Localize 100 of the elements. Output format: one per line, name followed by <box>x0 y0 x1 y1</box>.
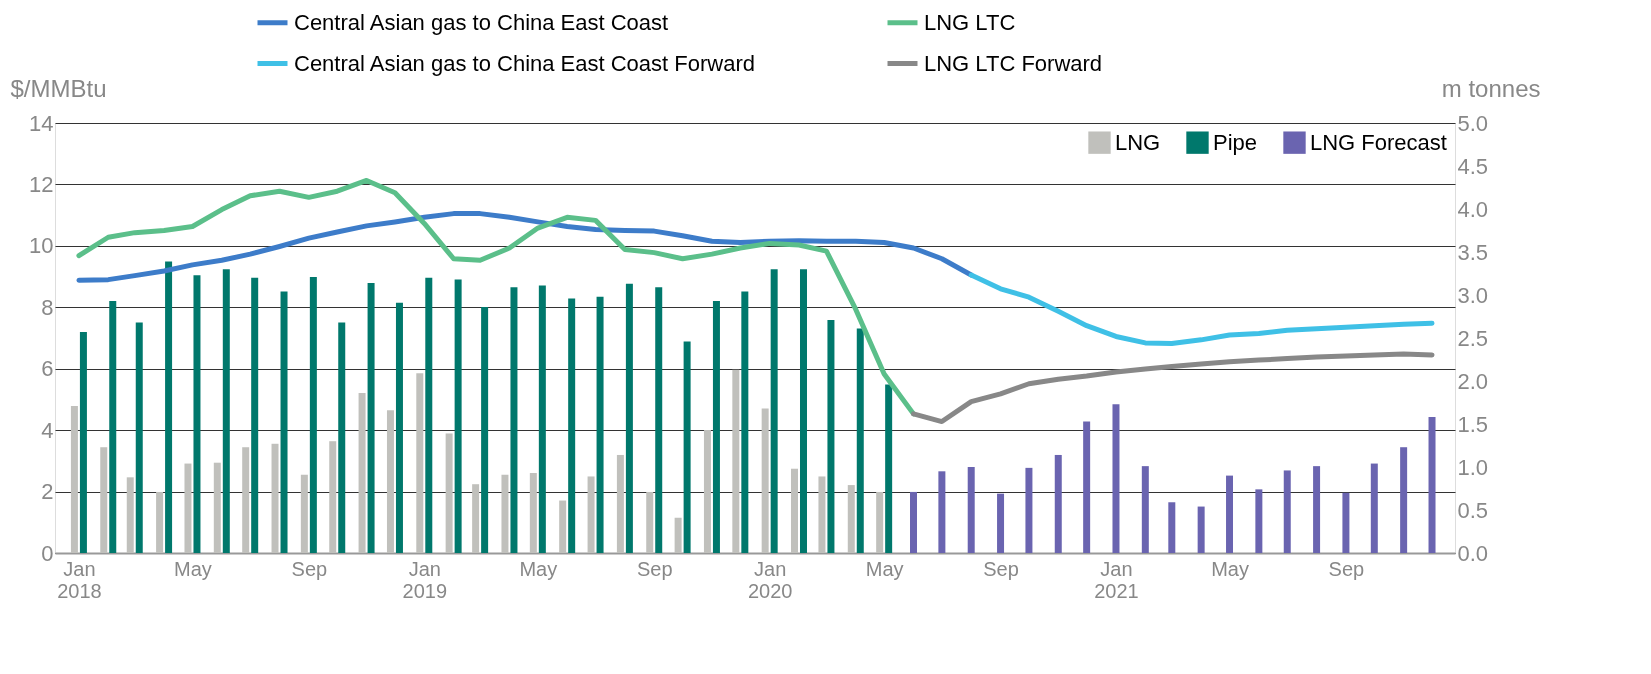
bar <box>472 484 480 553</box>
y-tick-label: 10 <box>29 233 54 259</box>
y-tick-label: 0 <box>41 540 54 566</box>
bar <box>329 441 337 553</box>
legend-label: Central Asian gas to China East Coast <box>294 9 669 35</box>
bar <box>1400 447 1408 553</box>
y2-tick-label: 4.5 <box>1457 153 1489 179</box>
y-axis-title: $/MMBtu <box>10 74 107 102</box>
legend-label: LNG LTC <box>924 9 1016 35</box>
bar <box>222 269 230 553</box>
bar <box>280 291 288 553</box>
bar <box>109 301 117 553</box>
bar <box>847 485 855 553</box>
bar <box>1141 466 1149 553</box>
bar <box>655 287 663 553</box>
bar <box>800 269 807 553</box>
bar <box>358 393 366 553</box>
bar <box>712 301 720 553</box>
bar <box>967 467 975 553</box>
y2-tick-label: 3.0 <box>1457 282 1489 308</box>
bar <box>791 468 798 553</box>
y-tick-label: 8 <box>41 294 54 320</box>
bar <box>271 443 279 553</box>
bar <box>1197 506 1205 553</box>
bar <box>300 474 308 553</box>
bar <box>646 491 654 553</box>
x-tick-label: May <box>865 557 904 580</box>
y-tick-label: 14 <box>29 110 54 136</box>
bar <box>770 269 778 553</box>
bar <box>126 477 134 553</box>
bar <box>135 322 143 553</box>
bar <box>445 433 453 553</box>
bar <box>251 277 259 553</box>
bar <box>761 408 769 553</box>
x-tick-label: Jan 2019 <box>402 557 448 602</box>
bar <box>242 447 250 553</box>
bar <box>538 285 546 553</box>
bar <box>1428 417 1436 553</box>
bar <box>193 275 201 553</box>
bar <box>1255 489 1263 553</box>
bar <box>1313 466 1321 553</box>
x-tick-label: May <box>519 557 558 580</box>
bar <box>510 287 518 553</box>
bar <box>395 302 403 553</box>
x-tick-label: Sep <box>636 557 673 580</box>
x-tick-label: Jan 2021 <box>1094 557 1139 602</box>
bar <box>338 322 346 553</box>
bar <box>559 500 567 553</box>
y2-tick-label: 3.5 <box>1457 239 1489 265</box>
legend-label: LNG LTC Forward <box>924 50 1103 76</box>
bar <box>1370 463 1378 553</box>
y-tick-label: 2 <box>41 479 54 505</box>
bar <box>827 319 835 553</box>
x-tick-label: Sep <box>291 557 328 580</box>
bar <box>741 291 749 553</box>
bar <box>909 491 917 553</box>
bar <box>425 277 433 553</box>
bar <box>885 384 893 553</box>
bar <box>156 491 164 553</box>
bar <box>1168 502 1176 553</box>
bar <box>876 491 884 553</box>
y2-tick-label: 0.0 <box>1457 540 1489 566</box>
y2-tick-label: 0.5 <box>1457 497 1489 523</box>
bar <box>454 279 462 553</box>
x-tick-label: May <box>174 557 212 580</box>
y2-tick-label: 1.5 <box>1457 411 1489 437</box>
x-tick-label: Jan 2020 <box>747 557 793 602</box>
legend-label: Central Asian gas to China East Coast Forward <box>294 50 756 76</box>
bar <box>501 474 509 553</box>
bar <box>1112 404 1120 553</box>
bar <box>856 328 864 553</box>
bar <box>587 476 595 553</box>
bar <box>703 430 711 553</box>
legend-label: Pipe <box>1213 129 1258 155</box>
bar <box>184 463 192 553</box>
x-tick-label: Jan 2018 <box>57 557 102 602</box>
bar <box>1342 492 1350 553</box>
bar <box>683 341 691 553</box>
legend-label: LNG <box>1115 129 1161 155</box>
y2-tick-label: 4.0 <box>1457 196 1489 222</box>
x-tick-label: May <box>1211 557 1249 580</box>
bar <box>165 261 173 553</box>
bar <box>1283 470 1291 553</box>
bar <box>1226 475 1234 553</box>
bar <box>100 447 108 553</box>
bar <box>616 454 624 553</box>
bar <box>529 473 537 553</box>
bar <box>309 276 317 553</box>
x-tick-label: Sep <box>1328 557 1365 580</box>
bar <box>938 471 946 553</box>
bar <box>1083 421 1091 553</box>
y2-tick-label: 1.0 <box>1457 454 1489 480</box>
bar <box>625 283 633 553</box>
bar <box>386 410 394 553</box>
bar <box>70 405 78 553</box>
bar <box>997 493 1005 553</box>
bar <box>732 369 740 553</box>
bar <box>79 331 87 553</box>
bar <box>416 373 424 553</box>
y2-tick-label: 5.0 <box>1457 110 1489 136</box>
